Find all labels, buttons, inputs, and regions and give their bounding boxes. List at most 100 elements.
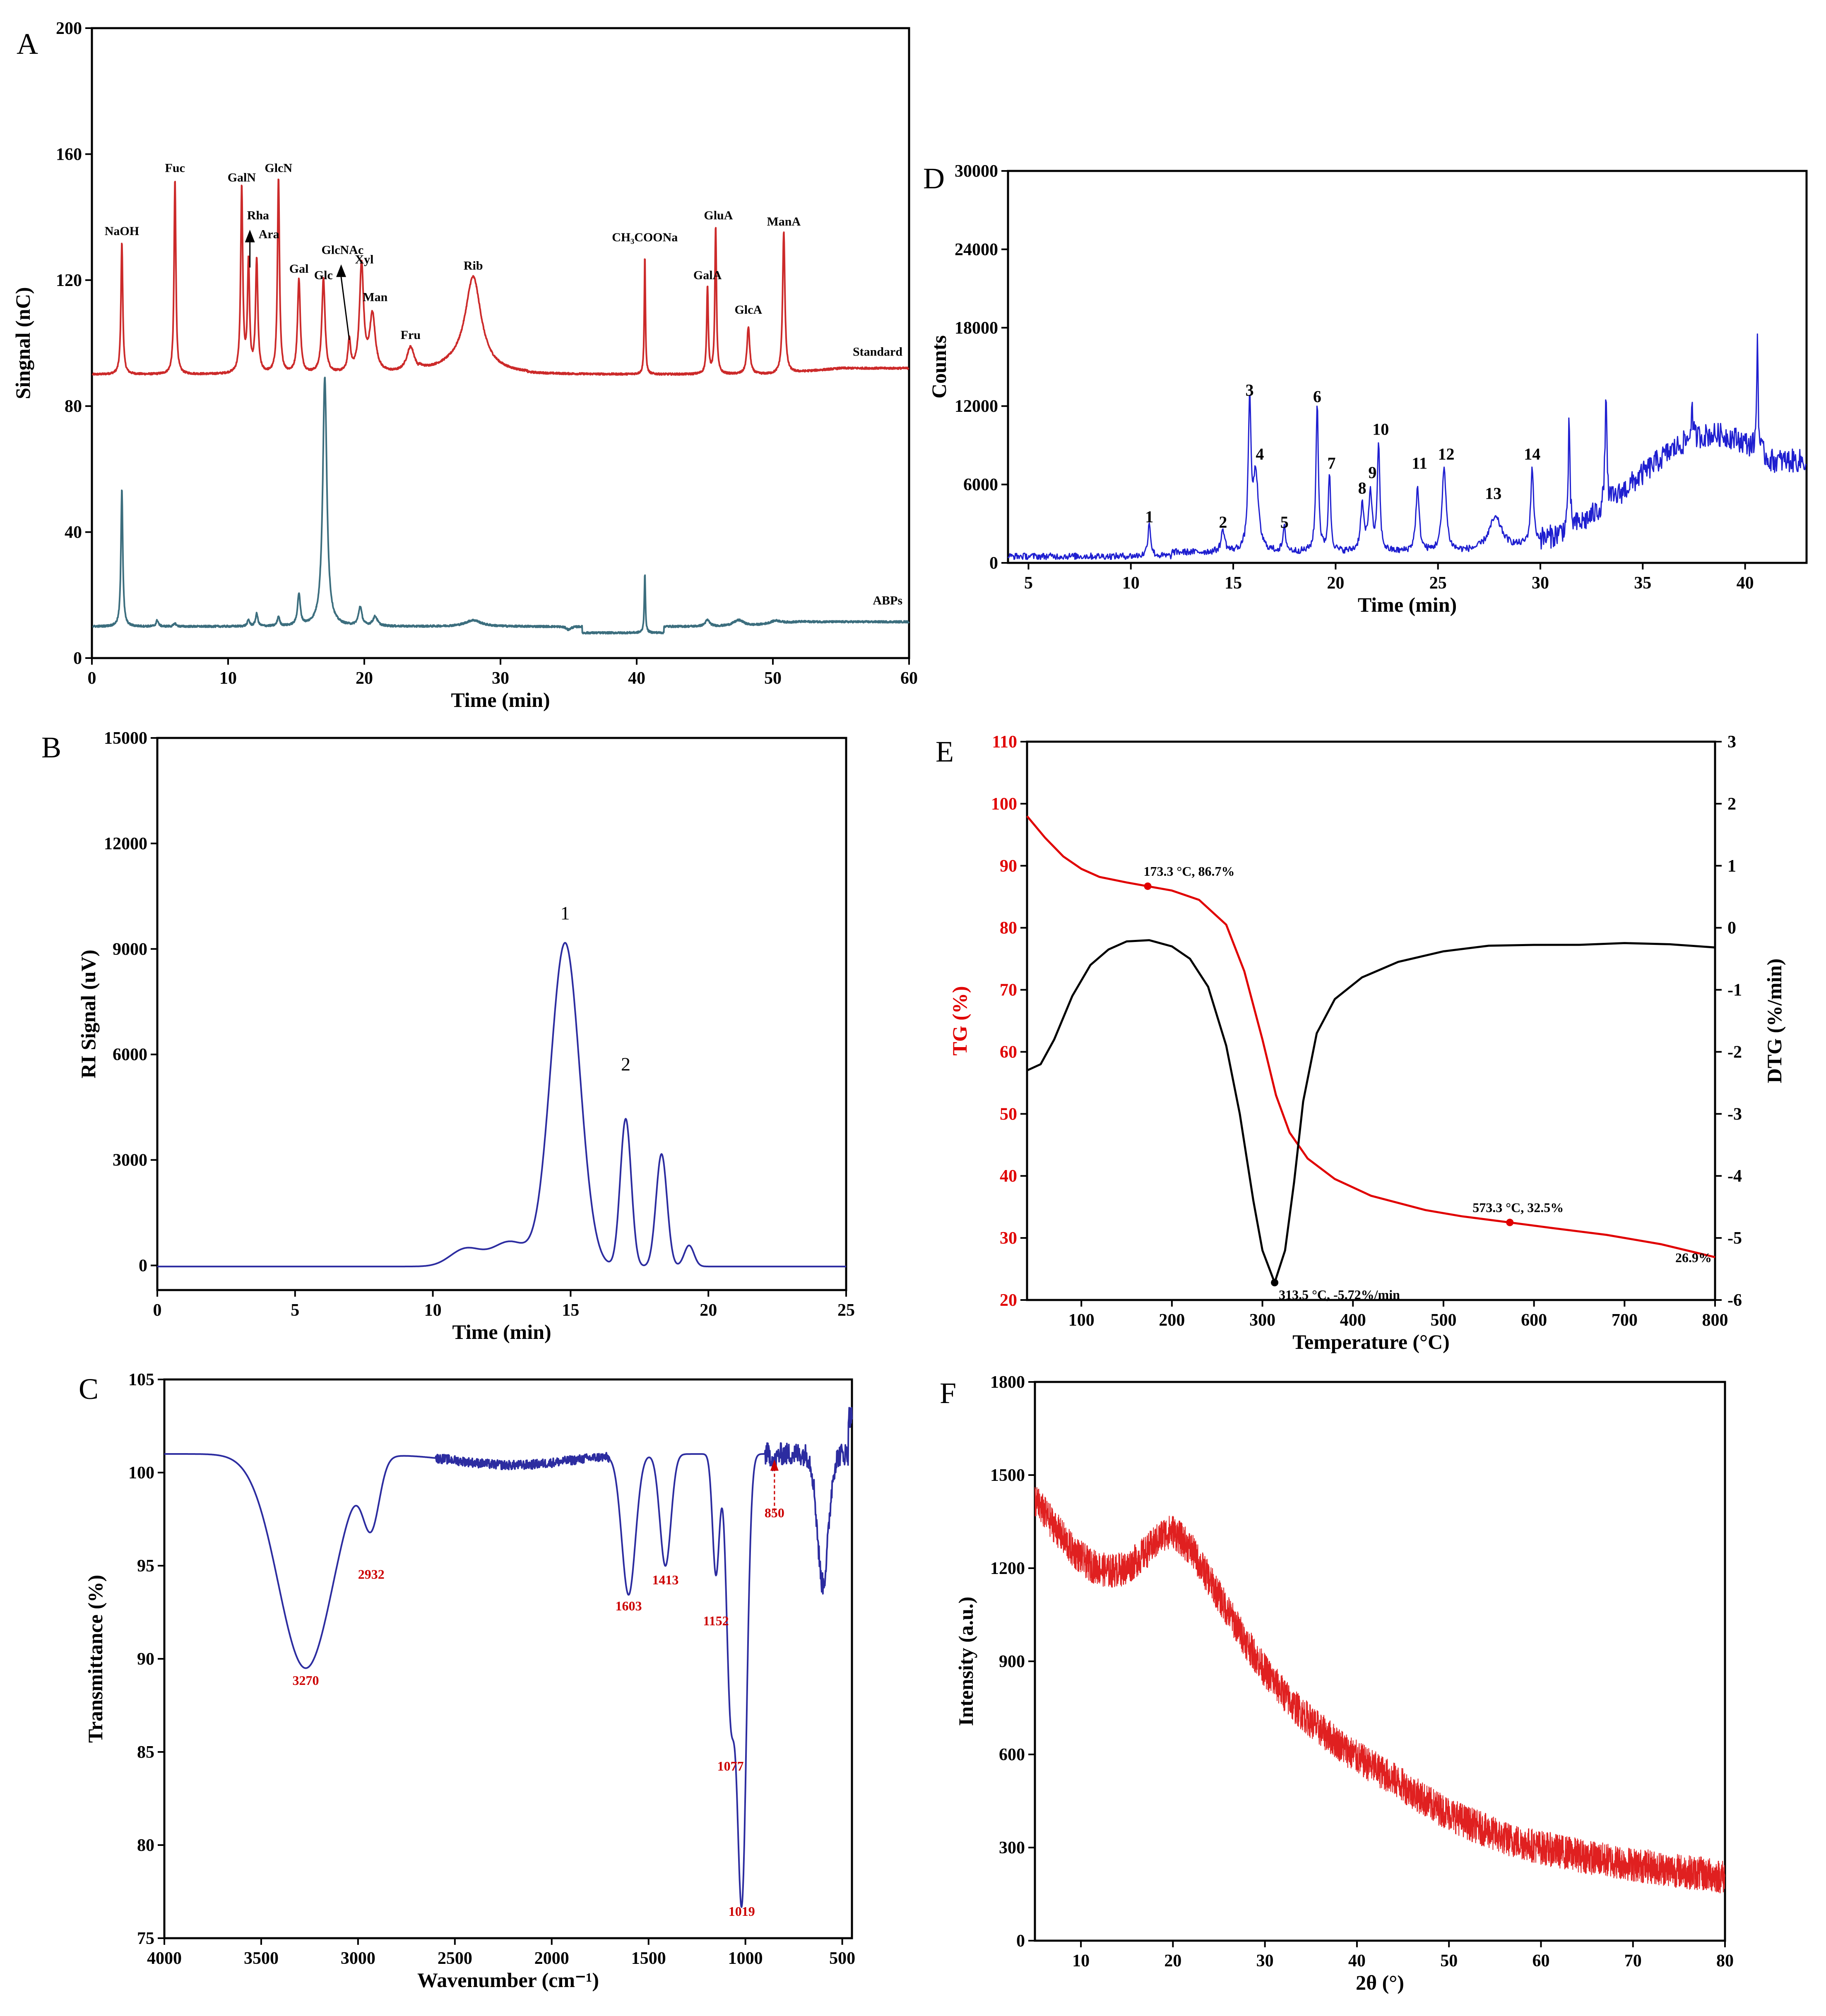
x-tick-label: 700 — [1612, 1311, 1638, 1330]
peak-label-10: 10 — [1372, 420, 1389, 439]
peak-label-3: 3 — [1246, 381, 1254, 399]
y-tick-label: 6000 — [113, 1045, 147, 1064]
y-tick-label: 80 — [65, 397, 82, 416]
dtg-line — [1026, 939, 1715, 1284]
plot-frame-b — [156, 737, 847, 1291]
y2-tick-label: 2 — [1727, 795, 1736, 814]
x-tick-label: 40 — [628, 669, 645, 688]
y-tick-label: 100 — [128, 1463, 154, 1483]
peak-label-12: 12 — [1438, 445, 1454, 464]
panel-label: E — [936, 735, 954, 768]
y-axis-label: TG (%) — [948, 986, 971, 1055]
peak-label-6: Gal — [289, 262, 309, 276]
peak-label-5: 5 — [1280, 513, 1289, 531]
peak-label-8: GlcNAc — [322, 243, 364, 257]
peak-label-4: 4 — [1256, 445, 1264, 464]
peak-label-5: GlcN — [265, 161, 292, 175]
x-tick-label: 40 — [1348, 1951, 1366, 1970]
y-tick-label: 24000 — [955, 240, 998, 259]
peak-label-4: Ara — [259, 227, 279, 241]
y2-tick-label: 1 — [1727, 857, 1736, 876]
panel-e: 100 200 300 400 500 600 700 8002030405060708090… — [936, 733, 1786, 1353]
peak-label-7: 7 — [1327, 454, 1335, 473]
y2-tick-label: -6 — [1727, 1291, 1742, 1310]
x-axis-label: Time (min) — [1358, 593, 1457, 616]
panel-c: 4000 3500 3000 2500 2000 1500 1000 500 75 80 85 90 9… — [79, 1370, 855, 1992]
tg-marker-573 — [1506, 1218, 1514, 1226]
series-line — [1007, 333, 1807, 560]
y-axis-label: Singnal (nC) — [11, 287, 34, 399]
peak-label-0: NaOH — [105, 224, 139, 238]
panel-d: 5 10 15 20 25 30 35 400600012000180002400030000… — [923, 162, 1808, 616]
series-name-abps: ABPs — [873, 594, 902, 608]
y-tick-label: 0 — [139, 1257, 147, 1276]
y2-tick-label: 3 — [1727, 733, 1736, 752]
y2-axis-label: DTG (%/min) — [1763, 959, 1786, 1083]
peak-label-1413: 1413 — [652, 1572, 678, 1587]
peak-label-3: Rha — [247, 209, 269, 222]
peak-label-1077: 1077 — [717, 1759, 744, 1773]
peak-label-9: Xyl — [355, 252, 374, 266]
y-tick-label: 60 — [1000, 1043, 1017, 1062]
dtg-marker-313 — [1271, 1279, 1279, 1287]
y-tick-label: 6000 — [963, 476, 998, 495]
y-tick-label: 120 — [56, 271, 82, 290]
x-tick-label: 20 — [1327, 574, 1344, 593]
plot-frame-d — [1007, 170, 1808, 564]
x-axis-label: 2θ (°) — [1356, 1971, 1404, 1994]
x-tick-label: 3500 — [244, 1949, 279, 1968]
series-line-abps — [92, 377, 910, 635]
x-tick-label: 20 — [700, 1301, 717, 1320]
x-tick-label: 60 — [1532, 1951, 1549, 1970]
y-tick-label: 200 — [56, 19, 82, 38]
x-tick-label: 30 — [1532, 574, 1549, 593]
panel-label: C — [79, 1372, 99, 1406]
panel-a: 0 10 20 30 40 50 60 0 40 80 120 160 200 Time (min) Sin… — [11, 19, 918, 711]
annotation-313: 313.5 °C, -5.72%/min — [1279, 1287, 1400, 1302]
y-tick-label: 80 — [137, 1836, 154, 1855]
series-line-standard — [91, 178, 909, 376]
y-tick-label: 900 — [999, 1652, 1025, 1671]
tg-line — [1026, 815, 1715, 1259]
x-tick-label: 3000 — [341, 1949, 375, 1968]
peak-label-14: GalA — [693, 268, 722, 282]
x-tick-label: 800 — [1702, 1311, 1728, 1330]
y-tick-label: 15000 — [104, 729, 147, 748]
y2-tick-label: -2 — [1727, 1043, 1742, 1062]
x-tick-label: 35 — [1634, 574, 1651, 593]
x-tick-label: 2000 — [534, 1949, 569, 1968]
x-tick-label: 5 — [291, 1301, 299, 1320]
peak-label-13: 13 — [1485, 484, 1501, 502]
peak-label-1: 1 — [561, 902, 570, 923]
y-tick-label: 9000 — [113, 940, 147, 959]
y2-tick-label: -3 — [1727, 1105, 1742, 1124]
peak-label-1603: 1603 — [616, 1598, 642, 1613]
peak-label-15: GluA — [704, 209, 733, 222]
x-tick-label: 10 — [1072, 1951, 1090, 1970]
x-tick-label: 10 — [424, 1301, 442, 1320]
x-tick-label: 10 — [219, 669, 237, 688]
y2-tick-label: 0 — [1727, 919, 1736, 938]
y-tick-label: 50 — [1000, 1105, 1017, 1124]
x-tick-label: 10 — [1122, 574, 1140, 593]
y-tick-label: 40 — [65, 523, 82, 542]
y-tick-label: 80 — [1000, 919, 1017, 938]
peak-label-1019: 1019 — [729, 1904, 755, 1919]
panel-label: D — [923, 162, 945, 195]
y-tick-label: 12000 — [955, 397, 998, 416]
y-tick-label: 90 — [1000, 857, 1017, 876]
y-tick-label: 30 — [1000, 1229, 1017, 1248]
x-tick-label: 20 — [1164, 1951, 1181, 1970]
x-tick-label: 500 — [1430, 1311, 1456, 1330]
y-tick-label: 12000 — [104, 834, 147, 853]
y-axis-label: Counts — [927, 335, 950, 399]
y-tick-label: 3000 — [113, 1151, 147, 1170]
y-tick-label: 600 — [999, 1745, 1025, 1764]
peak-label-17: ManA — [767, 215, 801, 228]
x-tick-label: 200 — [1159, 1311, 1185, 1330]
x-tick-label: 500 — [829, 1949, 855, 1968]
x-tick-label: 0 — [88, 669, 96, 688]
y2-tick-label: -5 — [1727, 1229, 1742, 1248]
peak-label-2: GalN — [228, 171, 256, 185]
